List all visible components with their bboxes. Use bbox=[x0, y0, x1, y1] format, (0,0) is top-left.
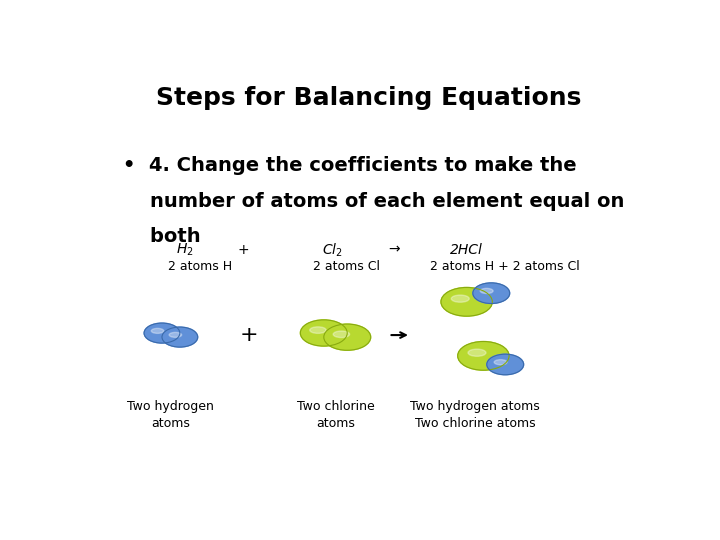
Text: →: → bbox=[388, 243, 400, 257]
Ellipse shape bbox=[151, 328, 163, 333]
Ellipse shape bbox=[451, 295, 469, 302]
Ellipse shape bbox=[487, 354, 523, 375]
Ellipse shape bbox=[169, 333, 181, 338]
Ellipse shape bbox=[300, 320, 347, 346]
Ellipse shape bbox=[162, 327, 198, 347]
Ellipse shape bbox=[480, 288, 493, 294]
Ellipse shape bbox=[468, 349, 486, 356]
Text: number of atoms of each element equal on: number of atoms of each element equal on bbox=[124, 192, 625, 211]
Ellipse shape bbox=[441, 287, 492, 316]
Text: 2 atoms H + 2 atoms Cl: 2 atoms H + 2 atoms Cl bbox=[431, 260, 580, 273]
Ellipse shape bbox=[494, 360, 507, 365]
Text: +: + bbox=[238, 243, 249, 257]
Text: Cl$_2$: Cl$_2$ bbox=[322, 241, 343, 259]
Text: Two chlorine
atoms: Two chlorine atoms bbox=[297, 400, 374, 429]
Ellipse shape bbox=[324, 324, 371, 350]
Text: +: + bbox=[240, 325, 258, 345]
Text: both: both bbox=[124, 227, 201, 246]
Text: Steps for Balancing Equations: Steps for Balancing Equations bbox=[156, 85, 582, 110]
Ellipse shape bbox=[144, 323, 180, 343]
Text: •  4. Change the coefficients to make the: • 4. Change the coefficients to make the bbox=[124, 156, 577, 176]
Text: 2 atoms H: 2 atoms H bbox=[168, 260, 233, 273]
Text: Two hydrogen
atoms: Two hydrogen atoms bbox=[127, 400, 215, 429]
Text: Two hydrogen atoms
Two chlorine atoms: Two hydrogen atoms Two chlorine atoms bbox=[410, 400, 540, 429]
Text: 2HCl: 2HCl bbox=[450, 243, 483, 257]
Ellipse shape bbox=[333, 331, 350, 338]
Ellipse shape bbox=[473, 283, 510, 303]
Ellipse shape bbox=[310, 327, 326, 333]
Text: H$_2$: H$_2$ bbox=[176, 241, 194, 258]
Ellipse shape bbox=[458, 341, 509, 370]
Text: 2 atoms Cl: 2 atoms Cl bbox=[313, 260, 380, 273]
